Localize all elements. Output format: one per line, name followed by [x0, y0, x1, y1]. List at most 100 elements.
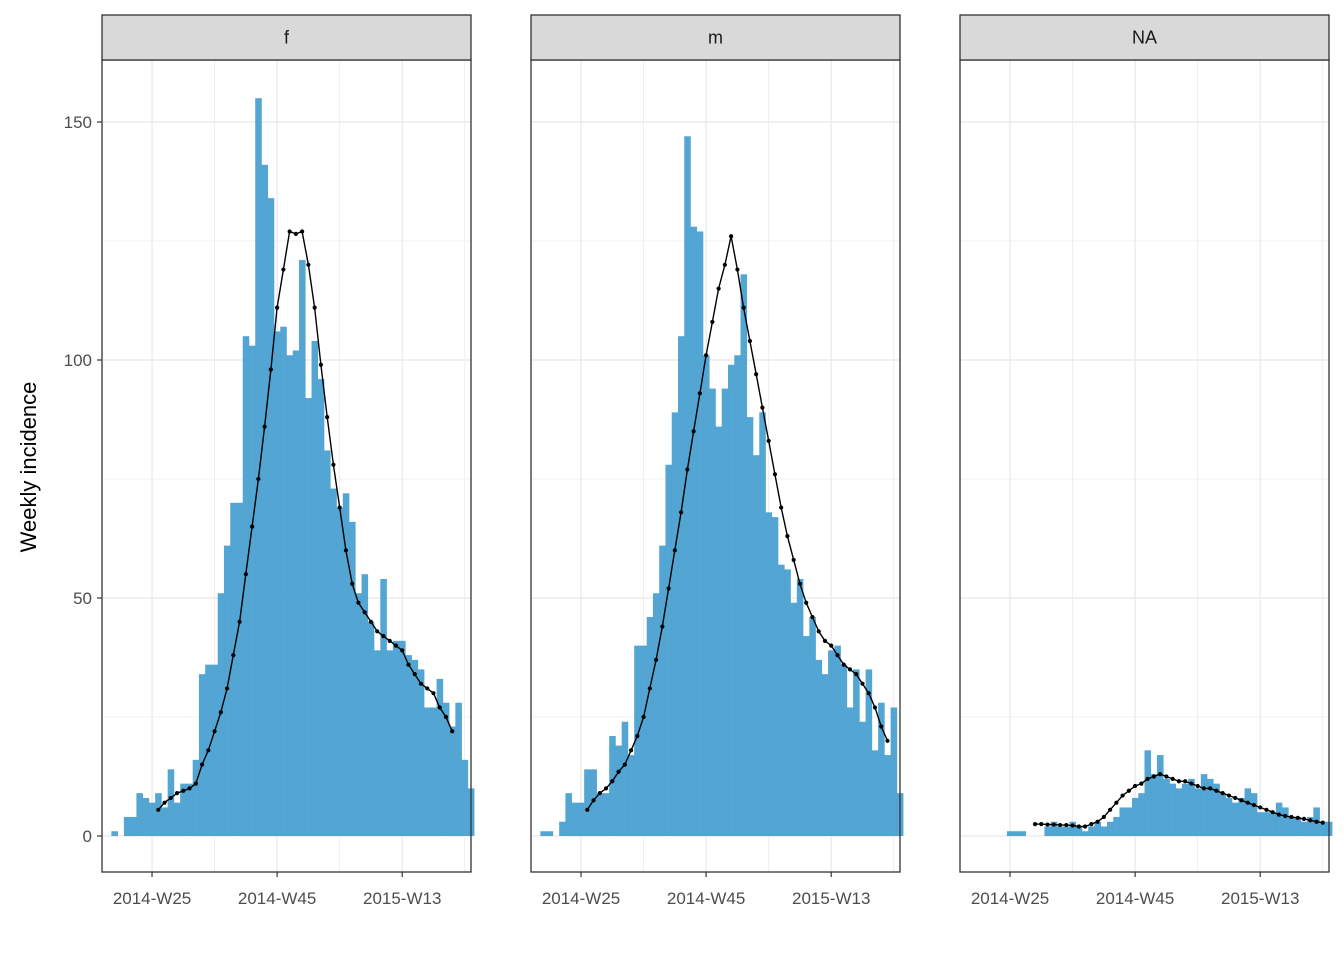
- incidence-bar: [609, 736, 616, 836]
- trend-point: [779, 505, 784, 510]
- trend-point: [350, 581, 355, 586]
- trend-point: [710, 319, 715, 325]
- incidence-bar: [577, 802, 585, 836]
- incidence-bar: [374, 650, 381, 836]
- y-tick-label: 150: [64, 113, 92, 132]
- trend-point: [1226, 793, 1232, 798]
- incidence-bar: [317, 379, 325, 836]
- trend-point: [218, 710, 223, 715]
- trend-point: [1276, 812, 1282, 817]
- incidence-bar: [430, 707, 437, 836]
- trend-point: [1151, 774, 1156, 779]
- incidence-bar: [1319, 821, 1327, 836]
- incidence-bar: [1232, 802, 1239, 836]
- trend-point: [704, 353, 709, 358]
- incidence-bar: [702, 355, 710, 836]
- incidence-bar: [211, 664, 219, 836]
- incidence-bar: [167, 769, 175, 836]
- trend-point: [443, 714, 449, 720]
- incidence-bar: [1063, 826, 1070, 836]
- incidence-bar: [1194, 788, 1202, 836]
- incidence-bar: [1106, 821, 1114, 836]
- incidence-bar: [380, 578, 387, 836]
- incidence-bar: [367, 621, 375, 836]
- incidence-bar: [1006, 831, 1014, 836]
- trend-point: [729, 234, 734, 239]
- trend-point: [1258, 805, 1263, 810]
- trend-point: [735, 267, 740, 272]
- facet-strip: [101, 14, 472, 61]
- incidence-bar: [1138, 793, 1145, 836]
- trend-point: [716, 286, 721, 291]
- incidence-bar: [728, 364, 735, 836]
- incidence-bar: [161, 807, 168, 836]
- facet-panel-m: m 2014-W25 2014-W45 2015-W13: [530, 14, 904, 908]
- incidence-bar: [846, 707, 854, 836]
- incidence-bar: [652, 593, 660, 836]
- incidence-bar: [442, 702, 450, 836]
- incidence-bar: [248, 345, 256, 836]
- trend-point: [187, 786, 192, 791]
- trend-point: [387, 638, 392, 643]
- trend-point: [1251, 802, 1257, 808]
- x-tick-label: 2015-W13: [363, 889, 441, 908]
- incidence-bar: [1119, 807, 1127, 836]
- trend-point: [829, 643, 834, 648]
- panel-background: [960, 60, 1329, 872]
- trend-point: [885, 738, 890, 743]
- incidence-bar: [299, 260, 306, 836]
- trend-point: [1289, 814, 1294, 820]
- trend-point: [1201, 786, 1207, 791]
- trend-point: [325, 415, 330, 420]
- trend-point: [268, 367, 273, 372]
- incidence-bar: [684, 136, 691, 836]
- incidence-bar: [336, 507, 344, 836]
- trend-point: [1208, 786, 1213, 791]
- incidence-bar: [1219, 793, 1227, 836]
- trend-point: [162, 800, 167, 805]
- incidence-bar: [1169, 783, 1177, 836]
- trend-point: [685, 467, 690, 472]
- trend-point: [1176, 779, 1181, 784]
- trend-point: [760, 405, 765, 410]
- incidence-bar: [765, 512, 773, 836]
- trend-point: [1101, 814, 1106, 820]
- incidence-bar: [627, 755, 635, 836]
- trend-point: [193, 781, 198, 786]
- trend-point: [666, 586, 671, 591]
- trend-point: [866, 691, 871, 696]
- incidence-bar: [715, 426, 723, 836]
- trend-point: [1283, 813, 1288, 819]
- incidence-bar: [123, 816, 131, 836]
- incidence-bar: [111, 831, 118, 836]
- trend-point: [1082, 824, 1088, 829]
- trend-point: [281, 267, 286, 272]
- x-tick-label: 2014-W25: [971, 889, 1049, 908]
- trend-point: [647, 686, 652, 691]
- incidence-bar: [809, 617, 816, 836]
- trend-point: [293, 231, 298, 236]
- trend-point: [381, 633, 386, 639]
- incidence-bar: [1282, 807, 1289, 836]
- trend-point: [1145, 776, 1150, 781]
- incidence-bar: [1250, 793, 1258, 836]
- trend-point: [331, 462, 336, 467]
- incidence-bar: [173, 802, 181, 836]
- trend-point: [212, 729, 217, 734]
- incidence-bar: [1288, 816, 1295, 836]
- trend-point: [1032, 822, 1038, 827]
- x-tick-label: 2014-W25: [113, 889, 191, 908]
- trend-point: [1057, 822, 1063, 828]
- incidence-bar: [784, 569, 791, 836]
- incidence-bar: [759, 412, 766, 836]
- x-tick-label: 2014-W25: [542, 889, 620, 908]
- incidence-bar: [424, 707, 431, 836]
- incidence-bar: [771, 517, 779, 836]
- incidence-bar: [665, 464, 673, 836]
- facet-strip: [530, 14, 901, 61]
- x-tick-label: 2014-W45: [1096, 889, 1174, 908]
- incidence-bar: [1113, 816, 1120, 836]
- incidence-bar: [186, 783, 193, 836]
- y-tick-label: 100: [64, 351, 92, 370]
